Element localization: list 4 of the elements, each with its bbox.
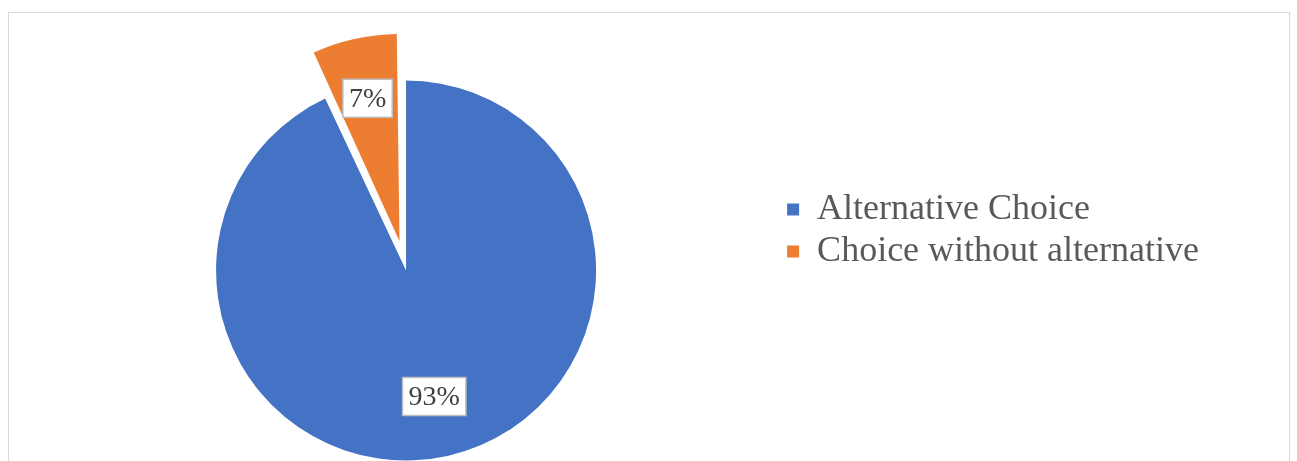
- legend-label: Choice without alternative: [817, 228, 1200, 269]
- legend-label: Alternative Choice: [817, 186, 1091, 227]
- data-label: 93%: [408, 379, 460, 411]
- data-label: 7%: [348, 81, 387, 113]
